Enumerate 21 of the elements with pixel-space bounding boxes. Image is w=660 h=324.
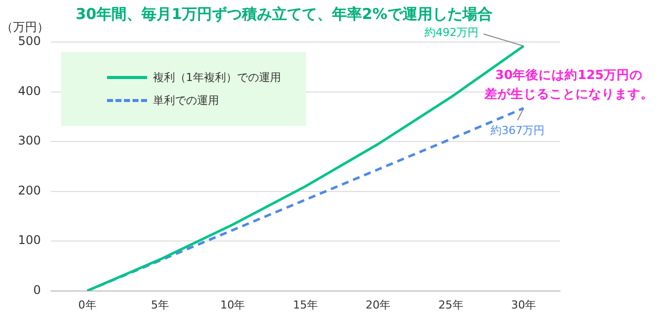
annotation: 約492万円	[424, 26, 479, 39]
y-tick-label: 300	[18, 134, 41, 148]
y-axis-title: （万円）	[0, 20, 49, 34]
chart-title: 30年間、毎月1万円ずつ積み立てて、年率2%で運用した場合	[76, 4, 492, 23]
x-tick-label: 15年	[292, 298, 318, 312]
y-tick-label: 200	[18, 183, 41, 198]
x-tick-label: 25年	[438, 298, 464, 312]
y-tick-label: 0	[33, 282, 41, 297]
x-tick-label: 10年	[220, 298, 246, 312]
legend-label: 複利（1年複利）での運用	[152, 70, 281, 85]
y-tick-label: 500	[18, 34, 41, 48]
x-tick-label: 5年	[150, 298, 169, 312]
legend-label: 単利での運用	[152, 93, 219, 108]
x-tick-label: 0年	[78, 298, 96, 312]
x-tick-label: 30年	[511, 298, 536, 312]
annotation: 差が生じることになります。	[484, 85, 654, 103]
annotation: 約367万円	[490, 124, 545, 138]
y-tick-label: 100	[18, 233, 41, 248]
x-tick-label: 20年	[366, 298, 391, 312]
y-tick-label: 400	[18, 84, 41, 98]
annotation: 30年後には約125万円の	[494, 66, 644, 84]
